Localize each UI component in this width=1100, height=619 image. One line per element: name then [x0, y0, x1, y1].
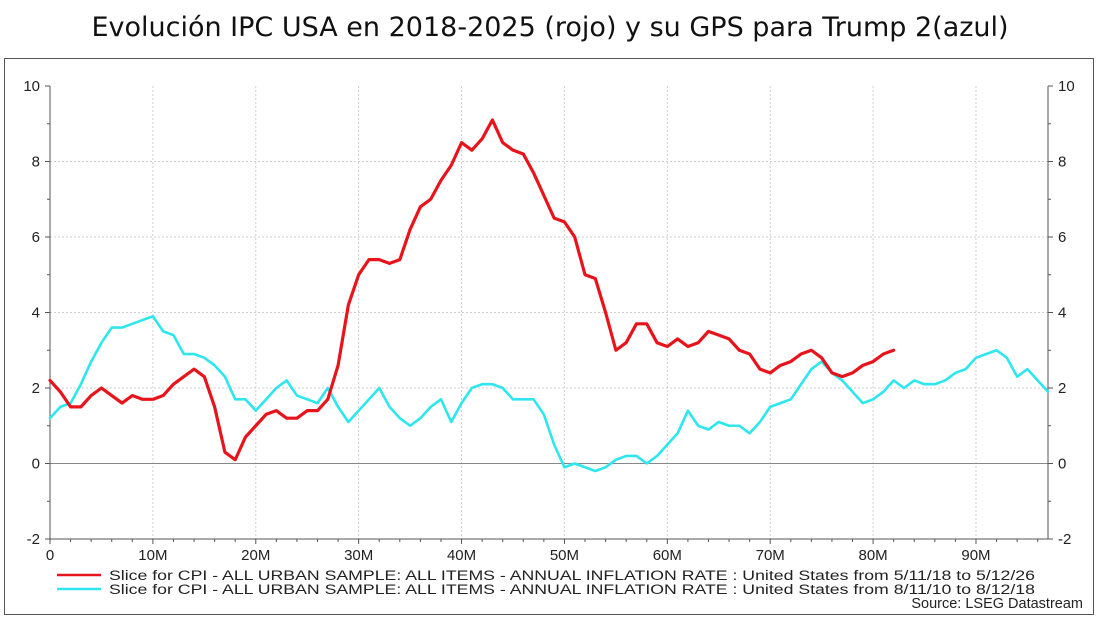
source-label: Source: LSEG Datastream	[911, 596, 1083, 612]
x-tick-label: 70M	[756, 547, 785, 564]
legend: Slice for CPI - ALL URBAN SAMPLE: ALL IT…	[57, 568, 1035, 597]
x-tick-label: 30M	[344, 547, 373, 564]
y-tick-label-left: 4	[32, 305, 40, 322]
series-line-cyan	[48, 314, 1050, 473]
legend-label-red: Slice for CPI - ALL URBAN SAMPLE: ALL IT…	[109, 568, 1035, 583]
y-tick-label-right: -2	[1058, 531, 1071, 548]
y-tick-label-right: 0	[1058, 456, 1066, 473]
y-tick-label-left: 8	[32, 154, 40, 171]
x-tick-label: 20M	[241, 547, 270, 564]
y-tick-label-right: 6	[1058, 229, 1066, 246]
x-tick-label: 0	[46, 547, 54, 564]
x-tick-label: 10M	[138, 547, 167, 564]
y-tick-label-left: -2	[27, 531, 40, 548]
y-tick-label-right: 8	[1058, 154, 1066, 171]
grid-lines	[50, 86, 1048, 539]
series-line-red	[48, 118, 896, 462]
tick-labels: -2 -2 0 0 2 2 4 4 6 6 8 8 10 10 0 10M 20M 30M 40M 50M 60M 70M…	[23, 78, 1074, 564]
y-tick-label-right: 10	[1058, 78, 1075, 95]
y-tick-label-left: 6	[32, 229, 40, 246]
x-tick-label: 90M	[961, 547, 990, 564]
legend-label-cyan: Slice for CPI - ALL URBAN SAMPLE: ALL IT…	[109, 582, 1035, 597]
y-tick-label-right: 2	[1058, 380, 1066, 397]
x-tick-label: 80M	[858, 547, 887, 564]
series-lines	[48, 118, 1050, 473]
x-tick-label: 40M	[447, 547, 476, 564]
chart-title: Evolución IPC USA en 2018-2025 (rojo) y …	[91, 12, 1009, 43]
chart-svg: -2 -2 0 0 2 2 4 4 6 6 8 8 10 10 0 10M 20M 30M 40M 50M 60M 70M…	[23, 78, 1083, 612]
y-tick-label-left: 0	[32, 456, 40, 473]
chart-area: -2 -2 0 0 2 2 4 4 6 6 8 8 10 10 0 10M 20M 30M 40M 50M 60M 70M…	[4, 58, 1094, 615]
x-tick-label: 50M	[550, 547, 579, 564]
x-tick-label: 60M	[653, 547, 682, 564]
y-tick-label-right: 4	[1058, 305, 1066, 322]
y-tick-label-left: 10	[23, 78, 40, 95]
axes	[45, 85, 1053, 544]
y-tick-label-left: 2	[32, 380, 40, 397]
